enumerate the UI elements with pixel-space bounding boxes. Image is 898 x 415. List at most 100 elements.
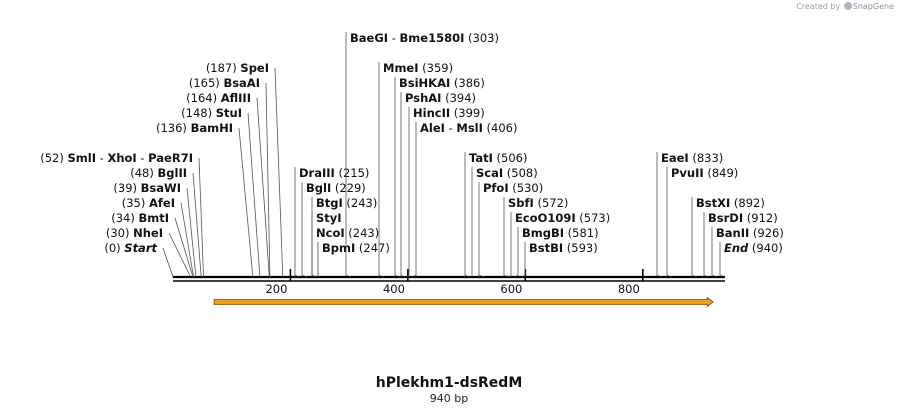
site-leader-line (192, 172, 202, 278)
enzyme-label: BsiHKAI (386) (399, 76, 485, 90)
enzyme-label: AleI - MslI (406) (420, 121, 518, 135)
enzyme-label: BstBI (593) (529, 241, 598, 255)
enzyme-label: (30) NheI (106, 226, 163, 240)
site-leader-connector (703, 274, 709, 278)
enzyme-name: SmlI (68, 151, 97, 165)
enzyme-name: BglII (158, 166, 188, 180)
site-position: (303) (464, 31, 499, 45)
site-leader-connector (311, 274, 316, 278)
enzyme-name: NheI (133, 226, 163, 240)
enzyme-name: BglI (306, 181, 331, 195)
enzyme-separator: - (96, 151, 107, 165)
enzyme-name: BsiHKAI (399, 76, 450, 90)
site-position: (508) (503, 166, 538, 180)
enzyme-name: EaeI (661, 151, 689, 165)
enzyme-name: Bme1580I (400, 31, 465, 45)
site-position: (833) (689, 151, 724, 165)
enzyme-label: BsrDI (912) (708, 211, 778, 225)
site-position: (394) (441, 91, 476, 105)
site-position: (243) (343, 196, 378, 210)
enzyme-separator: - (137, 151, 148, 165)
site-position: (148) (181, 106, 216, 120)
enzyme-name: BamHI (191, 121, 233, 135)
site-position: (892) (730, 196, 765, 210)
enzyme-label: EcoO109I (573) (515, 211, 610, 225)
site-leader-line (247, 112, 261, 278)
site-leader-connector (301, 274, 308, 278)
enzyme-name: BstXI (696, 196, 730, 210)
site-position: (215) (335, 166, 370, 180)
enzyme-name: NcoI (316, 226, 345, 240)
enzyme-name: PvuII (671, 166, 704, 180)
site-position: (136) (156, 121, 191, 135)
site-leader-connector (294, 274, 300, 278)
enzyme-label: EaeI (833) (661, 151, 723, 165)
construct-length: 940 bp (429, 392, 469, 405)
enzyme-name: ScaI (476, 166, 503, 180)
site-position: (229) (331, 181, 366, 195)
enzyme-label: (148) StuI (181, 106, 242, 120)
site-leader-connector (656, 274, 663, 278)
enzyme-label: (136) BamHI (156, 121, 233, 135)
site-position: (506) (493, 151, 528, 165)
enzyme-label: BmgBI (581) (522, 226, 599, 240)
enzyme-name: SpeI (240, 61, 269, 75)
enzyme-label: StyI (316, 211, 342, 225)
site-position: (399) (450, 106, 485, 120)
site-leader-connector (378, 274, 384, 278)
enzyme-label: (187) SpeI (206, 61, 269, 75)
enzyme-name: PshAI (405, 91, 441, 105)
enzyme-name: HincII (413, 106, 450, 120)
axis-tick-label: 800 (618, 282, 640, 296)
enzyme-label: End (940) (724, 241, 783, 255)
site-leader-connector (407, 274, 410, 278)
site-leader-connector (400, 274, 405, 278)
enzyme-label: (39) BsaWI (113, 181, 181, 195)
enzyme-label: BtgI (243) (316, 196, 377, 210)
enzyme-label: BanII (926) (716, 226, 784, 240)
enzyme-label: MmeI (359) (383, 61, 453, 75)
enzyme-name: BsaAI (223, 76, 260, 90)
site-position: (243) (345, 226, 380, 240)
enzyme-label: NcoI (243) (316, 226, 379, 240)
enzyme-label: (164) AflIII (186, 91, 251, 105)
enzyme-name: End (724, 241, 749, 255)
watermark-prefix: Created by (796, 2, 841, 11)
site-leader-line (186, 187, 197, 278)
site-leader-connector (394, 274, 400, 278)
site-position: (187) (206, 61, 241, 75)
enzyme-label: BglI (229) (306, 181, 366, 195)
enzyme-name: BstBI (529, 241, 563, 255)
site-leader-line (274, 67, 284, 278)
enzyme-label: BpmI (247) (322, 241, 390, 255)
enzyme-name: TatI (469, 151, 493, 165)
enzyme-name: AfeI (149, 196, 175, 210)
enzyme-label: SbfI (572) (508, 196, 568, 210)
enzyme-label: PfoI (530) (483, 181, 543, 195)
enzyme-name: Start (124, 241, 157, 255)
construct-name: hPlekhm1-dsRedM (375, 375, 523, 391)
axis-tick-label: 600 (500, 282, 522, 296)
enzyme-name: BmtI (138, 211, 169, 225)
site-position: (164) (186, 91, 221, 105)
site-leader-connector (666, 274, 672, 278)
enzyme-label: (52) SmlI - XhoI - PaeR7I (40, 151, 193, 165)
site-position: (0) (104, 241, 124, 255)
enzyme-name: DraIII (299, 166, 335, 180)
enzyme-label: DraIII (215) (299, 166, 369, 180)
site-leader-line (162, 247, 174, 278)
site-position: (48) (130, 166, 157, 180)
enzyme-label: ScaI (508) (476, 166, 538, 180)
site-leader-connector (521, 274, 526, 278)
enzyme-name: BpmI (322, 241, 355, 255)
enzyme-name: EcoO109I (515, 211, 576, 225)
snapgene-logo-icon (843, 2, 852, 10)
enzyme-name: BtgI (316, 196, 343, 210)
enzyme-label: BaeGI - Bme1580I (303) (350, 31, 499, 45)
enzyme-label: (35) AfeI (122, 196, 175, 210)
site-position: (530) (509, 181, 544, 195)
enzyme-name: MslI (456, 121, 483, 135)
enzyme-name: StuI (216, 106, 242, 120)
site-leader-connector (509, 274, 512, 278)
